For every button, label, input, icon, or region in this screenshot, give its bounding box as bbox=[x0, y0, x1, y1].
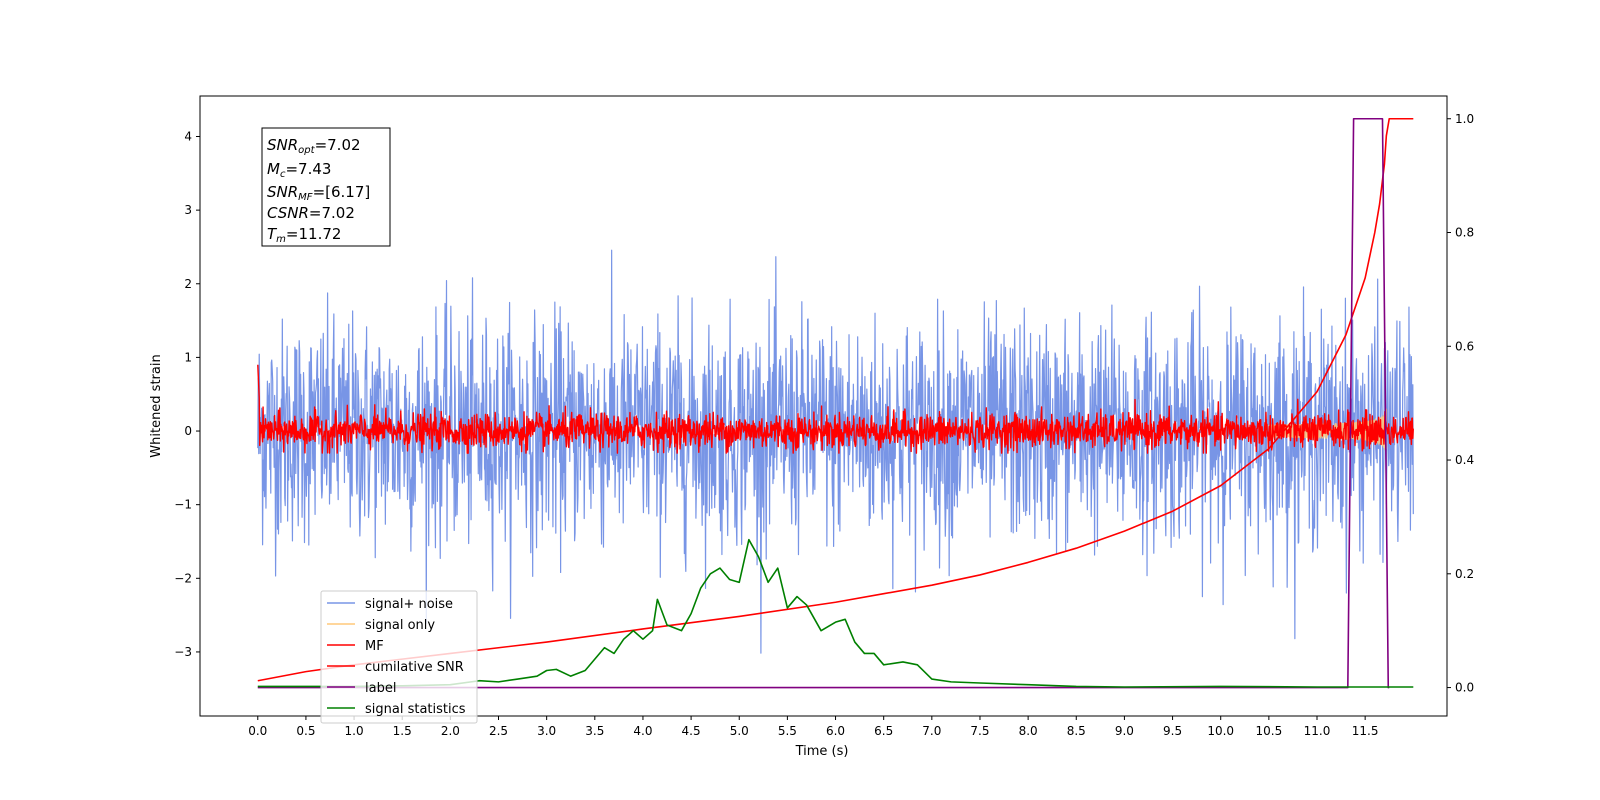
x-tick-label: 6.0 bbox=[826, 724, 845, 738]
x-tick-label: 2.0 bbox=[441, 724, 460, 738]
x-axis-label: Time (s) bbox=[795, 744, 849, 759]
x-tick-label: 6.5 bbox=[874, 724, 893, 738]
y2-tick-label: 0.0 bbox=[1455, 681, 1474, 695]
x-tick-label: 7.0 bbox=[922, 724, 941, 738]
annotation-csnr: CSNR=7.02 bbox=[267, 204, 355, 222]
y-tick-label: −3 bbox=[174, 645, 192, 659]
y-axis-ticks: 4 3 2 1 0 −1 −2 −3 bbox=[174, 129, 200, 659]
x-tick-label: 2.5 bbox=[489, 724, 508, 738]
y2-tick-label: 0.6 bbox=[1455, 339, 1474, 353]
x-tick-label: 8.0 bbox=[1019, 724, 1038, 738]
y2-axis-ticks: 1.0 0.8 0.6 0.4 0.2 0.0 bbox=[1447, 112, 1474, 695]
legend-label-cumulative-snr: cumilative SNR bbox=[365, 660, 464, 675]
y-tick-label: 0 bbox=[184, 424, 192, 438]
x-tick-label: 8.5 bbox=[1067, 724, 1086, 738]
x-tick-label: 9.0 bbox=[1115, 724, 1134, 738]
legend-label-signal-noise: signal+ noise bbox=[365, 597, 453, 612]
y-tick-label: 3 bbox=[184, 203, 192, 217]
x-tick-label: 3.0 bbox=[537, 724, 556, 738]
legend-label-label: label bbox=[365, 681, 396, 696]
x-tick-label: 7.5 bbox=[970, 724, 989, 738]
x-tick-label: 10.5 bbox=[1255, 724, 1282, 738]
x-axis-ticks: 0.0 0.5 1.0 1.5 2.0 2.5 3.0 3.5 4.0 4.5 5.0 5.5 6.0 6… bbox=[248, 716, 1379, 738]
x-tick-label: 9.5 bbox=[1163, 724, 1182, 738]
x-tick-label: 5.5 bbox=[778, 724, 797, 738]
series-signal-statistics bbox=[257, 538, 1414, 688]
annotation-snr-mf: SNRMF=[6.17] bbox=[267, 183, 370, 203]
y-axis-label: Whitened strain bbox=[149, 354, 164, 457]
y-tick-label: 1 bbox=[184, 350, 192, 364]
y2-tick-label: 0.8 bbox=[1455, 226, 1474, 240]
x-tick-label: 10.0 bbox=[1207, 724, 1234, 738]
legend-label-signal-only: signal only bbox=[365, 618, 435, 633]
x-tick-label: 0.0 bbox=[248, 724, 267, 738]
x-tick-label: 4.5 bbox=[682, 724, 701, 738]
x-tick-label: 5.0 bbox=[730, 724, 749, 738]
x-tick-label: 0.5 bbox=[296, 724, 315, 738]
legend-frame bbox=[320, 590, 478, 724]
series-cumilative-snr bbox=[257, 117, 1414, 682]
annotation-tm: Tm=11.72 bbox=[267, 225, 341, 245]
y2-tick-label: 0.4 bbox=[1455, 453, 1474, 467]
y-tick-label: 4 bbox=[184, 129, 192, 143]
plot-area bbox=[257, 117, 1414, 689]
annotation-box: SNRopt=7.02 Mc=7.43 SNRMF=[6.17] CSNR=7.… bbox=[261, 127, 391, 247]
x-tick-label: 3.5 bbox=[585, 724, 604, 738]
x-tick-label: 1.5 bbox=[393, 724, 412, 738]
legend-label-signal-statistics: signal statistics bbox=[365, 702, 466, 717]
annotation-mc: Mc=7.43 bbox=[267, 160, 331, 180]
x-tick-label: 11.5 bbox=[1352, 724, 1379, 738]
legend: signal+ noise signal only MF cumilative … bbox=[320, 590, 478, 724]
y-tick-label: 2 bbox=[184, 277, 192, 291]
x-tick-label: 4.0 bbox=[633, 724, 652, 738]
y2-tick-label: 1.0 bbox=[1455, 112, 1474, 126]
axes-frame bbox=[199, 95, 1448, 717]
legend-label-mf: MF bbox=[365, 639, 384, 654]
y-tick-label: −2 bbox=[174, 571, 192, 585]
y-tick-label: −1 bbox=[174, 498, 192, 512]
series-mf bbox=[257, 364, 1414, 454]
x-tick-label: 1.0 bbox=[345, 724, 364, 738]
y2-tick-label: 0.2 bbox=[1455, 567, 1474, 581]
annotation-snr-opt: SNRopt=7.02 bbox=[267, 136, 361, 156]
annotation-frame bbox=[261, 127, 391, 247]
x-tick-label: 11.0 bbox=[1304, 724, 1331, 738]
